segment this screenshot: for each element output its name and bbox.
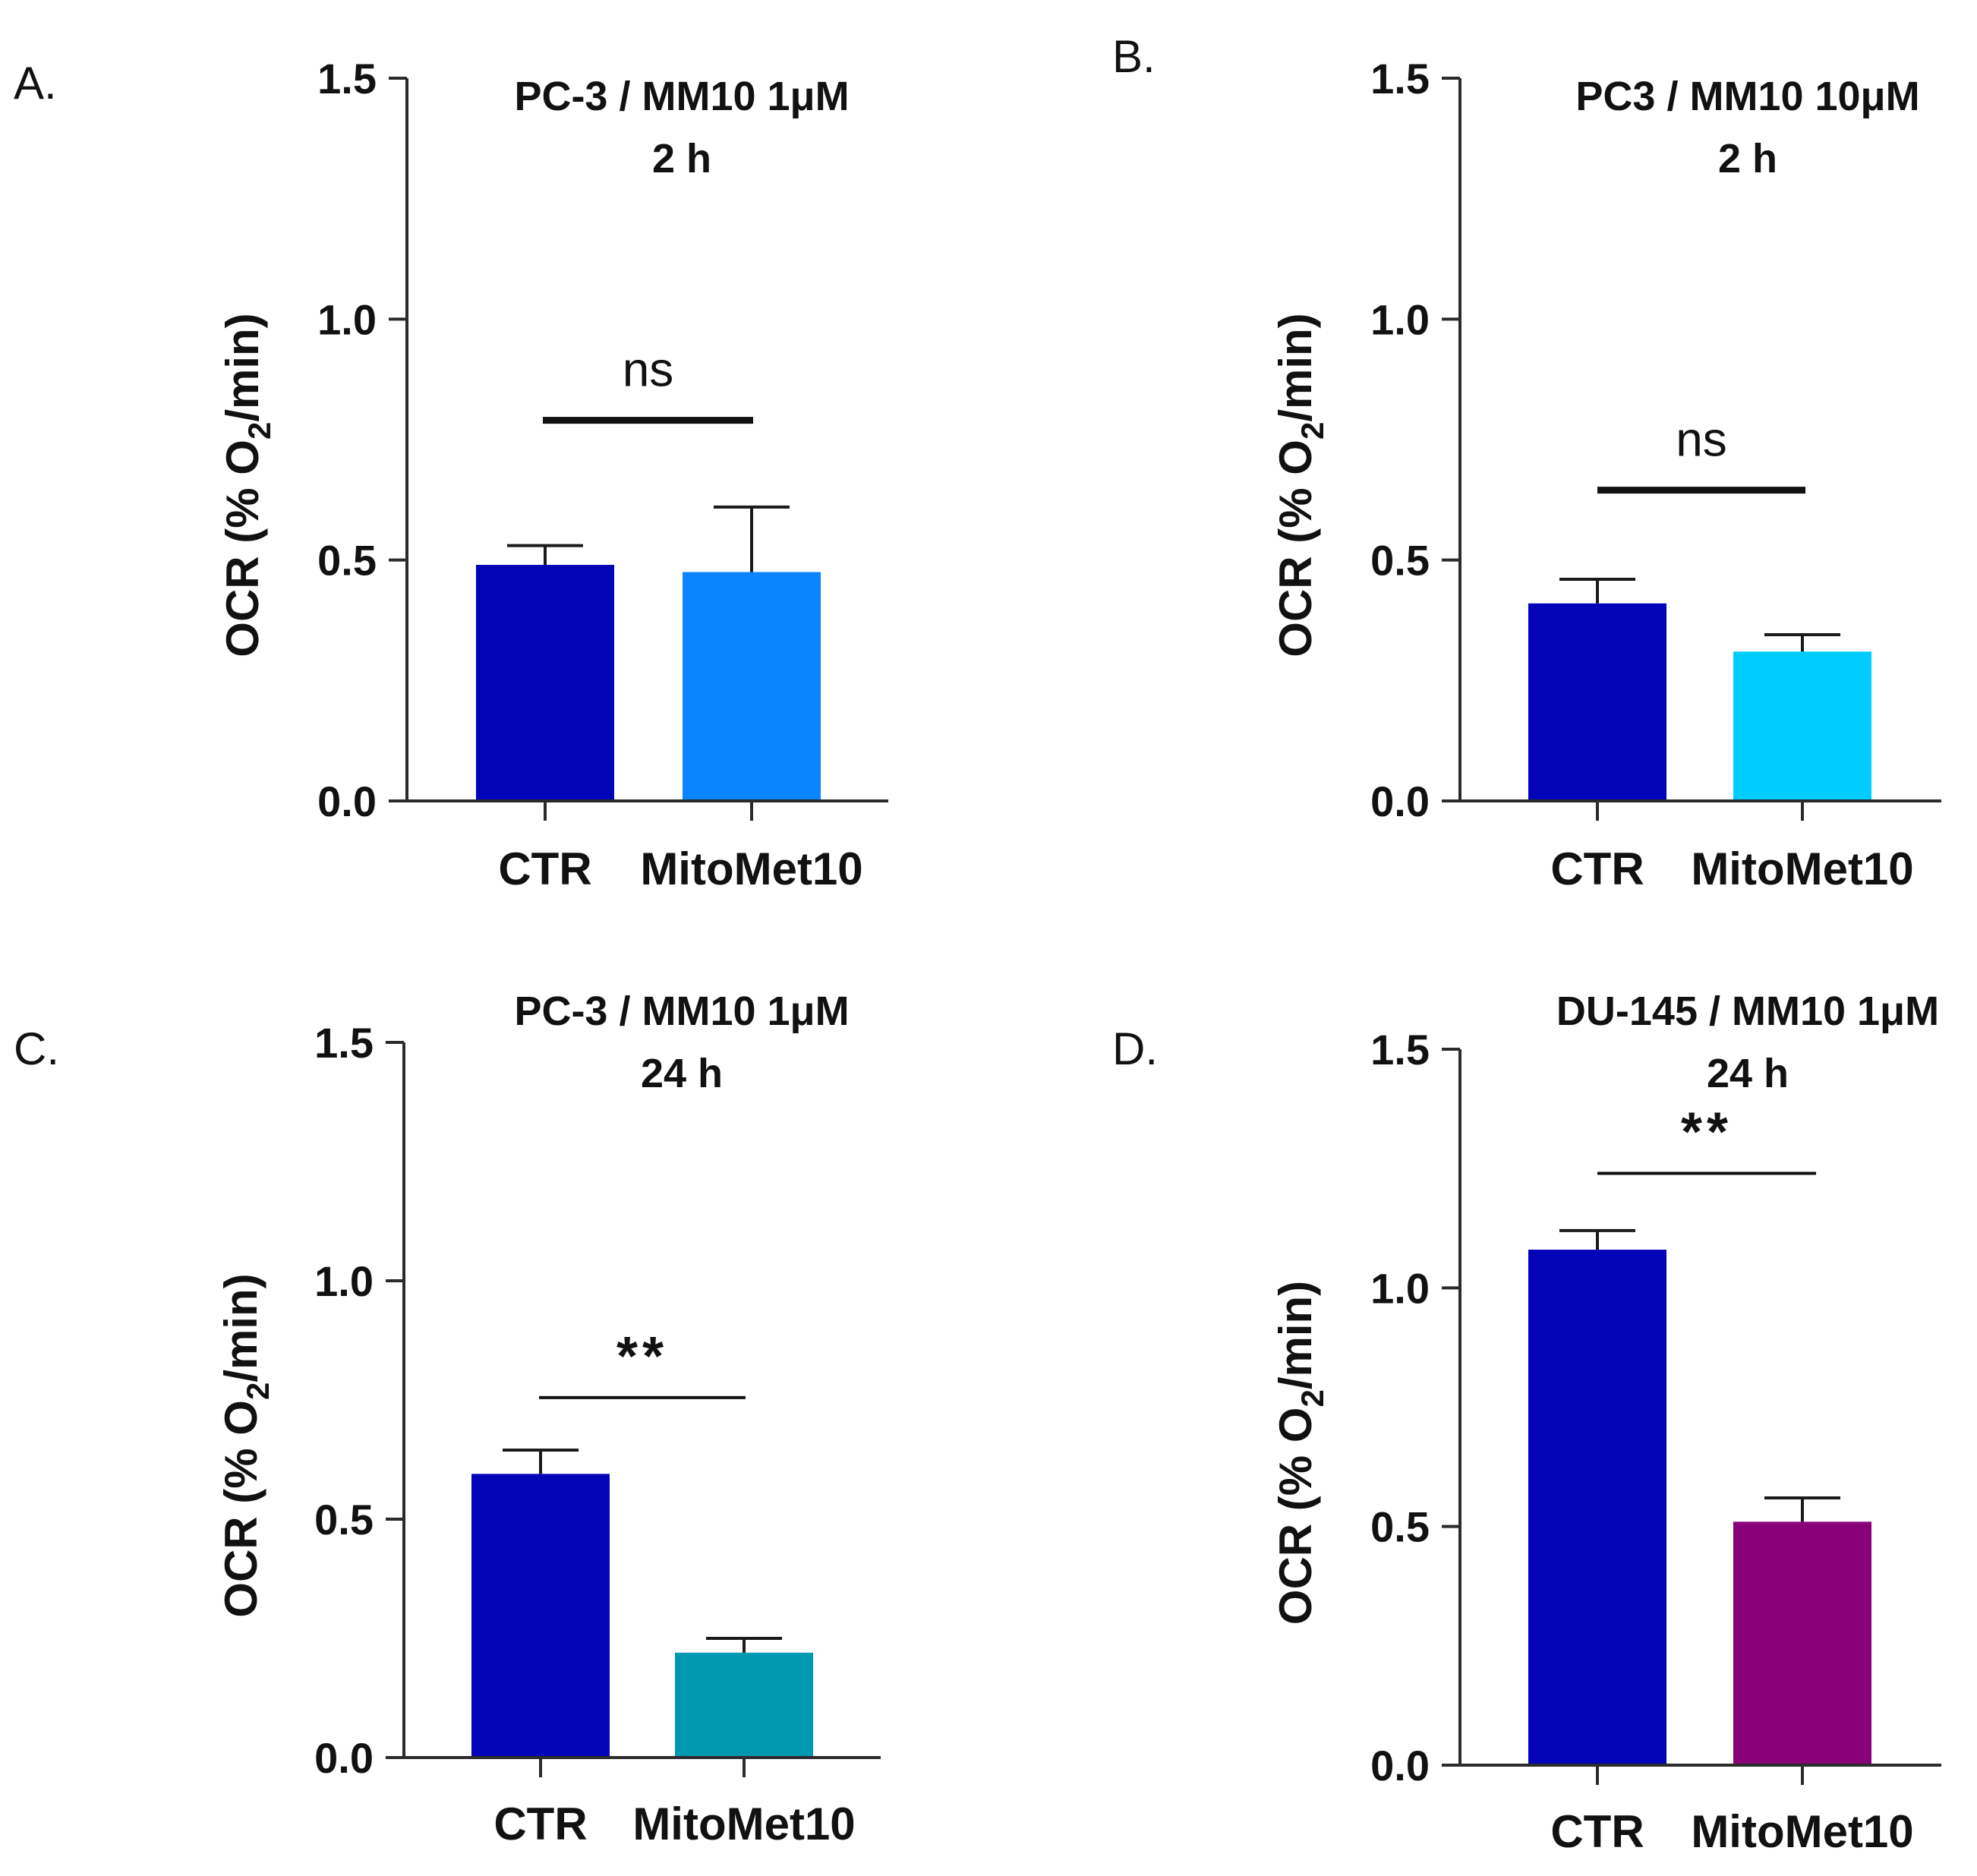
significance-label: ns — [623, 342, 674, 397]
y-tick-label: 1.5 — [1370, 55, 1430, 102]
bar-mitomet10 — [683, 572, 821, 801]
panel-letter: C. — [14, 1023, 59, 1074]
x-tick-label: CTR — [1550, 843, 1644, 894]
y-axis-label-suffix: /min) — [1270, 1281, 1321, 1389]
chart-subtitle: 2 h — [652, 136, 711, 181]
x-tick-label: MitoMet10 — [1691, 843, 1913, 894]
x-tick-label: MitoMet10 — [632, 1799, 855, 1849]
y-tick-label: 0.0 — [317, 777, 377, 825]
y-axis-label-prefix: OCR (% O — [1270, 1408, 1321, 1625]
significance-label: ** — [1681, 1102, 1733, 1162]
y-axis-label-subscript: 2 — [1294, 422, 1330, 440]
y-tick-label: 1.0 — [314, 1257, 374, 1305]
y-tick-label: 0.5 — [317, 537, 377, 585]
y-tick-label: 0.5 — [1370, 1503, 1430, 1551]
chart-title: PC-3 / MM10 1μM — [514, 74, 849, 119]
y-axis-label-subscript: 2 — [240, 1383, 276, 1400]
x-tick-label: MitoMet10 — [1691, 1806, 1913, 1857]
chart-title: PC3 / MM10 10μM — [1575, 74, 1919, 119]
y-tick-label: 1.0 — [1370, 1264, 1430, 1312]
y-tick-label: 1.0 — [1370, 295, 1430, 343]
y-axis-label: OCR (% O2/min) — [217, 313, 277, 657]
chart-title: PC-3 / MM10 1μM — [514, 988, 849, 1034]
bar-mitomet10 — [1733, 651, 1871, 801]
bar-mitomet10 — [675, 1652, 813, 1758]
y-tick-label: 0.0 — [314, 1734, 374, 1782]
bar-mitomet10 — [1733, 1521, 1871, 1765]
y-axis-label-subscript: 2 — [241, 422, 277, 440]
panel-letter: D. — [1112, 1023, 1158, 1074]
chart-subtitle: 24 h — [1707, 1051, 1789, 1096]
chart-panel-4: D. DU-145 / MM10 1μM 24 h OCR (% O2/min) 0.0… — [1112, 988, 1941, 1857]
x-tick-label: CTR — [1550, 1806, 1644, 1857]
y-axis-label-suffix: /min) — [216, 1273, 266, 1382]
chart-panel-3: C. PC-3 / MM10 1μM 24 h OCR (% O2/min) 0.0 0.… — [14, 988, 881, 1849]
y-tick-label: 0.5 — [1370, 537, 1430, 585]
y-axis-label-subscript: 2 — [1294, 1389, 1330, 1407]
chart-panel-1: A. PC-3 / MM10 1μM 2 h OCR (% O2/min) 0.0 0.5… — [14, 55, 888, 894]
chart-panel-2: B. PC3 / MM10 10μM 2 h OCR (% O2/min) 0.0 0.5… — [1112, 31, 1941, 894]
y-axis-label-prefix: OCR (% O — [1270, 440, 1321, 657]
significance-label: ns — [1676, 412, 1727, 467]
y-axis-label-suffix: /min) — [217, 313, 268, 421]
panel-letter: A. — [14, 58, 57, 109]
y-tick-label: 1.5 — [317, 55, 377, 102]
bar-ctr — [1528, 603, 1666, 801]
y-axis-label: OCR (% O2/min) — [1270, 313, 1330, 657]
y-axis-label: OCR (% O2/min) — [1270, 1281, 1330, 1625]
y-axis-label-prefix: OCR (% O — [217, 440, 268, 657]
y-tick-label: 1.5 — [1370, 1026, 1430, 1074]
bar-ctr — [476, 565, 614, 801]
bar-ctr — [1528, 1250, 1666, 1765]
y-tick-label: 0.5 — [314, 1496, 374, 1543]
y-axis-label-prefix: OCR (% O — [216, 1400, 266, 1618]
y-tick-label: 0.0 — [1370, 777, 1430, 825]
y-axis-label: OCR (% O2/min) — [216, 1273, 276, 1617]
x-tick-label: CTR — [498, 843, 591, 894]
y-axis-label-suffix: /min) — [1270, 313, 1321, 421]
y-tick-label: 1.0 — [317, 295, 377, 343]
chart-title: DU-145 / MM10 1μM — [1556, 988, 1939, 1034]
y-tick-label: 0.0 — [1370, 1742, 1430, 1789]
bar-ctr — [471, 1474, 610, 1758]
chart-subtitle: 24 h — [641, 1051, 723, 1096]
panel-letter: B. — [1112, 31, 1156, 82]
significance-label: ** — [616, 1326, 668, 1387]
chart-subtitle: 2 h — [1718, 136, 1777, 181]
x-tick-label: CTR — [493, 1799, 587, 1849]
x-tick-label: MitoMet10 — [640, 843, 862, 894]
y-tick-label: 1.5 — [314, 1019, 374, 1067]
